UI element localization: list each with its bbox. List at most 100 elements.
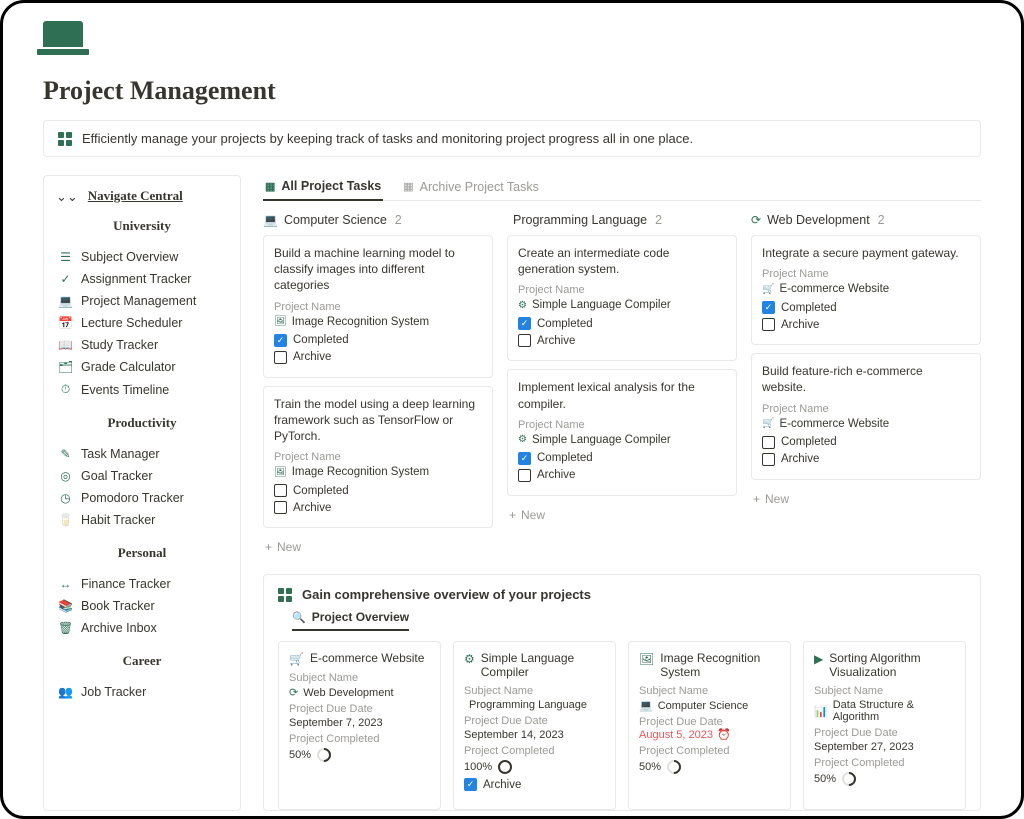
- sidebar-item[interactable]: 📅Lecture Scheduler: [56, 312, 228, 334]
- new-card-button[interactable]: +New: [507, 504, 737, 526]
- sidebar-item-label: Lecture Scheduler: [81, 316, 182, 330]
- archive-row[interactable]: Archive: [518, 334, 726, 347]
- compiler-icon: ⚙: [518, 434, 527, 445]
- task-card[interactable]: Build a machine learning model to classi…: [263, 235, 493, 378]
- completed-row[interactable]: ✓ Completed: [762, 301, 970, 314]
- sidebar-item[interactable]: 🥛Habit Tracker: [56, 509, 228, 531]
- completed-row[interactable]: Completed: [274, 484, 482, 497]
- archive-checkbox[interactable]: [762, 318, 775, 331]
- archive-row[interactable]: ✓ Archive: [464, 778, 605, 791]
- people-icon: 👥: [58, 685, 73, 699]
- project-name-value[interactable]: ⚙ Simple Language Compiler: [518, 434, 726, 446]
- archive-checkbox[interactable]: [518, 469, 531, 482]
- sidebar-item[interactable]: ↔Finance Tracker: [56, 573, 228, 595]
- calculator-icon: 🗂: [58, 360, 73, 374]
- collapse-icon[interactable]: ⌄⌄: [56, 190, 78, 203]
- sidebar-item[interactable]: ☰Subject Overview: [56, 246, 228, 268]
- project-name-label: Project Name: [762, 268, 970, 280]
- archive-row[interactable]: Archive: [762, 318, 970, 331]
- clock-icon: ⏰: [717, 728, 731, 741]
- sidebar-section-heading: University: [56, 218, 228, 234]
- subject-value[interactable]: 📊 Data Structure & Algorithm: [814, 699, 955, 723]
- sidebar-item[interactable]: 👥Job Tracker: [56, 681, 228, 703]
- task-card[interactable]: Integrate a secure payment gateway. Proj…: [751, 235, 981, 345]
- completed-row[interactable]: ✓ Completed: [518, 317, 726, 330]
- column-header[interactable]: 💻 Computer Science 2: [263, 211, 493, 235]
- clock-icon: ◷: [58, 491, 73, 505]
- overview-card[interactable]: ⚙ Simple Language Compiler Subject Name …: [453, 641, 616, 810]
- column-header[interactable]: Programming Language 2: [507, 211, 737, 235]
- sidebar-item[interactable]: 📖Study Tracker: [56, 334, 228, 356]
- due-date-label: Project Due Date: [464, 715, 605, 727]
- overview-tab[interactable]: 🔍 Project Overview: [292, 610, 409, 631]
- completed-checkbox[interactable]: ✓: [274, 334, 287, 347]
- sidebar-item-label: Grade Calculator: [81, 360, 176, 374]
- due-date-label: Project Due Date: [814, 727, 955, 739]
- new-card-button[interactable]: +New: [751, 488, 981, 510]
- completed-checkbox[interactable]: ✓: [518, 452, 531, 465]
- sidebar-item[interactable]: ⏱Events Timeline: [56, 378, 228, 401]
- progress-ring-icon: [839, 769, 859, 789]
- column-header[interactable]: ⟳ Web Development 2: [751, 211, 981, 235]
- completed-checkbox[interactable]: [274, 484, 287, 497]
- subject-label: Subject Name: [814, 685, 955, 697]
- money-icon: ↔: [58, 577, 73, 591]
- completed-checkbox[interactable]: [762, 436, 775, 449]
- sidebar-title[interactable]: Navigate Central: [88, 188, 183, 204]
- archive-checkbox[interactable]: ✓: [464, 778, 477, 791]
- task-card[interactable]: Create an intermediate code generation s…: [507, 235, 737, 361]
- sidebar-item[interactable]: 🗂 Grade Calculator: [56, 356, 228, 378]
- task-icon: ✎: [58, 447, 73, 461]
- sidebar-item[interactable]: ✓Assignment Tracker: [56, 268, 228, 290]
- grid-icon: [58, 132, 72, 146]
- completed-row[interactable]: Completed: [762, 436, 970, 449]
- progress-row: 50%: [639, 760, 780, 774]
- archive-checkbox[interactable]: [762, 453, 775, 466]
- sidebar-item[interactable]: 💻Project Management: [56, 290, 228, 312]
- subject-value[interactable]: 💻 Computer Science: [639, 699, 780, 712]
- sidebar-item-label: Book Tracker: [81, 599, 155, 613]
- project-name-value[interactable]: 🛒 E-commerce Website: [762, 418, 970, 430]
- sidebar-item[interactable]: ◎Goal Tracker: [56, 465, 228, 487]
- sidebar-item[interactable]: 🗑 Archive Inbox: [56, 617, 228, 639]
- sidebar-item-label: Archive Inbox: [81, 621, 157, 635]
- task-card[interactable]: Implement lexical analysis for the compi…: [507, 369, 737, 495]
- archive-row[interactable]: Archive: [274, 351, 482, 364]
- progress-ring-icon: [664, 757, 684, 777]
- overview-card[interactable]: 🖼 Image Recognition System Subject Name …: [628, 641, 791, 810]
- tab-all-tasks[interactable]: ▦ All Project Tasks: [263, 175, 383, 201]
- sidebar-item-label: Project Management: [81, 294, 196, 308]
- task-card[interactable]: Build feature-rich e-commerce website. P…: [751, 353, 981, 479]
- completed-checkbox[interactable]: ✓: [762, 301, 775, 314]
- project-name-value[interactable]: 🖼 Image Recognition System: [274, 316, 482, 328]
- archive-row[interactable]: Archive: [518, 469, 726, 482]
- target-icon: ◎: [58, 469, 73, 483]
- tab-archive-tasks[interactable]: ▦ Archive Project Tasks: [401, 175, 541, 200]
- archive-checkbox[interactable]: [274, 501, 287, 514]
- sidebar-item[interactable]: ◷Pomodoro Tracker: [56, 487, 228, 509]
- archive-row[interactable]: Archive: [274, 501, 482, 514]
- subject-icon: 💻: [639, 699, 653, 712]
- project-name-label: Project Name: [762, 403, 970, 415]
- sidebar: ⌄⌄ Navigate Central University ☰Subject O…: [43, 175, 241, 811]
- archive-icon: 🗑: [58, 621, 73, 635]
- sidebar-item-label: Study Tracker: [81, 338, 158, 352]
- project-name-value[interactable]: 🛒 E-commerce Website: [762, 283, 970, 295]
- overview-card[interactable]: 🛒 E-commerce Website Subject Name ⟳ Web …: [278, 641, 441, 810]
- project-name-value[interactable]: ⚙ Simple Language Compiler: [518, 299, 726, 311]
- overview-card[interactable]: ▶ Sorting Algorithm Visualization Subjec…: [803, 641, 966, 810]
- completed-row[interactable]: ✓ Completed: [274, 334, 482, 347]
- sidebar-item[interactable]: 📚Book Tracker: [56, 595, 228, 617]
- subject-value[interactable]: Programming Language: [464, 699, 605, 711]
- subject-value[interactable]: ⟳ Web Development: [289, 686, 430, 699]
- archive-checkbox[interactable]: [274, 351, 287, 364]
- task-card[interactable]: Train the model using a deep learning fr…: [263, 386, 493, 529]
- completed-checkbox[interactable]: ✓: [518, 317, 531, 330]
- archive-checkbox[interactable]: [518, 334, 531, 347]
- sidebar-item[interactable]: ✎Task Manager: [56, 443, 228, 465]
- project-name-value[interactable]: 🖼 Image Recognition System: [274, 466, 482, 478]
- new-card-button[interactable]: +New: [263, 536, 493, 558]
- subject-label: Subject Name: [639, 685, 780, 697]
- completed-row[interactable]: ✓ Completed: [518, 452, 726, 465]
- archive-row[interactable]: Archive: [762, 453, 970, 466]
